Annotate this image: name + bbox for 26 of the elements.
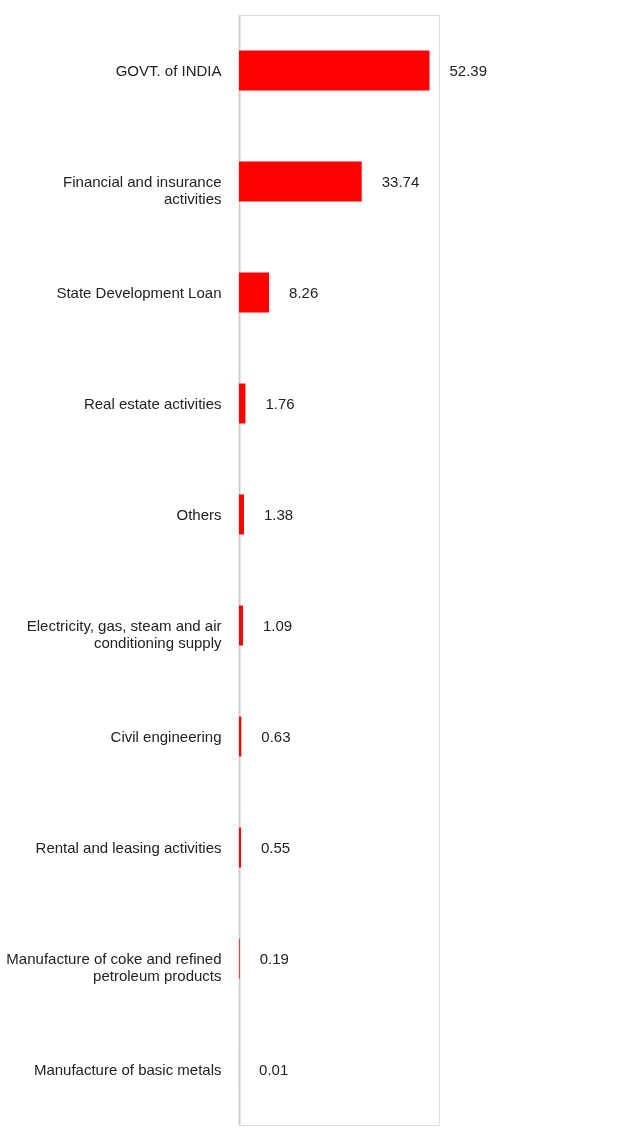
data-label: 8.26: [289, 283, 319, 301]
data-label: 1.09: [262, 616, 293, 634]
y-tick-label: Civil engineering: [110, 727, 222, 745]
bar: [239, 161, 362, 202]
data-label: 1.38: [264, 505, 294, 523]
data-label: 33.74: [381, 172, 420, 190]
y-tick-label: Others: [176, 505, 222, 523]
bar: [239, 605, 243, 646]
y-tick-label: State Development Loan: [56, 283, 222, 301]
y-tick-label: Real estate activities: [83, 394, 222, 412]
data-label: 52.39: [449, 61, 488, 79]
data-label: 0.01: [259, 1060, 289, 1078]
y-tick-label: Manufacture of coke and refined petroleum products: [6, 949, 222, 984]
data-label: 0.19: [259, 949, 289, 967]
bar: [239, 494, 245, 535]
y-tick-label: Financial and insurance activities: [63, 172, 222, 207]
y-tick-label: Manufacture of basic metals: [33, 1060, 222, 1078]
bar: [239, 383, 246, 424]
data-label: 0.63: [261, 727, 291, 745]
y-tick-label: GOVT. of INDIA: [115, 61, 222, 79]
y-tick-label: Electricity, gas, steam and air conditioning supply: [26, 616, 222, 651]
data-label: 0.55: [261, 838, 291, 856]
bar: [239, 50, 430, 91]
y-tick-label: Rental and leasing activities: [35, 838, 222, 856]
data-label: 1.76: [265, 394, 295, 412]
bar: [239, 272, 270, 313]
